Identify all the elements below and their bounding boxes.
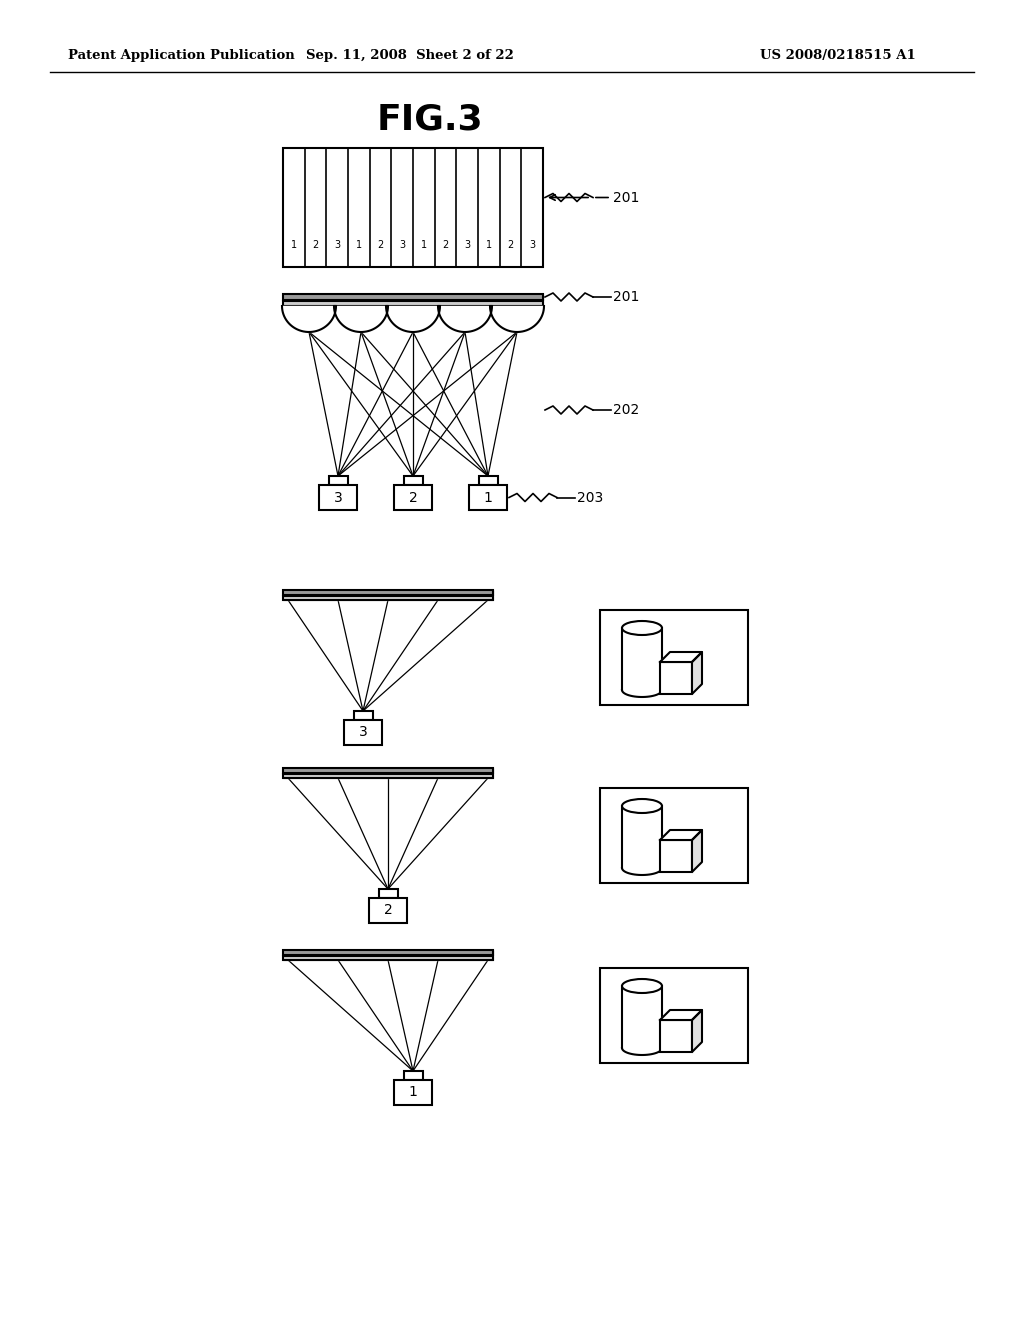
- Bar: [369, 898, 407, 923]
- Text: 2: 2: [312, 240, 318, 249]
- Text: 3: 3: [358, 726, 368, 739]
- Text: 1: 1: [409, 1085, 418, 1100]
- Bar: [344, 719, 382, 744]
- Bar: [660, 840, 692, 873]
- Bar: [283, 301, 543, 306]
- Polygon shape: [660, 1010, 702, 1020]
- Bar: [283, 590, 493, 595]
- Bar: [403, 1071, 423, 1080]
- Text: 2: 2: [378, 240, 384, 249]
- Bar: [283, 950, 493, 954]
- Bar: [379, 888, 397, 898]
- Bar: [283, 597, 493, 601]
- Text: 1: 1: [483, 491, 493, 504]
- Bar: [600, 610, 748, 705]
- Text: 2: 2: [384, 903, 392, 917]
- Bar: [600, 968, 748, 1063]
- Bar: [478, 477, 498, 484]
- Text: 2: 2: [409, 491, 418, 504]
- Polygon shape: [692, 830, 702, 873]
- Bar: [660, 1020, 692, 1052]
- Bar: [319, 484, 357, 510]
- Polygon shape: [622, 807, 662, 869]
- Text: Patent Application Publication: Patent Application Publication: [68, 49, 295, 62]
- Bar: [283, 774, 493, 777]
- Text: 2: 2: [507, 240, 514, 249]
- Bar: [329, 477, 347, 484]
- Text: 201: 201: [613, 190, 639, 205]
- Bar: [283, 956, 493, 960]
- Text: 202: 202: [613, 403, 639, 417]
- Text: Sep. 11, 2008  Sheet 2 of 22: Sep. 11, 2008 Sheet 2 of 22: [306, 49, 514, 62]
- Bar: [283, 148, 543, 267]
- Polygon shape: [622, 628, 662, 690]
- Bar: [283, 956, 493, 960]
- Bar: [283, 597, 493, 601]
- Text: 3: 3: [334, 491, 342, 504]
- Text: 1: 1: [421, 240, 427, 249]
- Polygon shape: [660, 652, 702, 663]
- Bar: [283, 768, 493, 774]
- Text: US 2008/0218515 A1: US 2008/0218515 A1: [760, 49, 915, 62]
- Bar: [283, 590, 493, 595]
- Ellipse shape: [622, 799, 662, 813]
- Polygon shape: [692, 1010, 702, 1052]
- Text: 3: 3: [334, 240, 340, 249]
- Text: 3: 3: [529, 240, 536, 249]
- Text: 3: 3: [464, 240, 470, 249]
- Text: 1: 1: [355, 240, 361, 249]
- Text: 203: 203: [577, 491, 603, 504]
- Ellipse shape: [622, 979, 662, 993]
- Text: 201: 201: [613, 290, 639, 304]
- Bar: [283, 774, 493, 777]
- Text: 1: 1: [291, 240, 297, 249]
- Bar: [283, 950, 493, 954]
- Text: 3: 3: [399, 240, 406, 249]
- Text: 1: 1: [485, 240, 492, 249]
- Polygon shape: [660, 830, 702, 840]
- Polygon shape: [622, 986, 662, 1048]
- Bar: [394, 484, 432, 510]
- Text: FIG.3: FIG.3: [377, 103, 483, 137]
- Bar: [283, 294, 543, 300]
- Bar: [600, 788, 748, 883]
- Bar: [353, 711, 373, 719]
- Polygon shape: [692, 652, 702, 694]
- Bar: [283, 294, 543, 300]
- Bar: [283, 301, 543, 306]
- Bar: [283, 768, 493, 774]
- Text: 2: 2: [442, 240, 449, 249]
- Ellipse shape: [622, 620, 662, 635]
- Bar: [469, 484, 507, 510]
- Bar: [403, 477, 423, 484]
- Bar: [660, 663, 692, 694]
- Bar: [394, 1080, 432, 1105]
